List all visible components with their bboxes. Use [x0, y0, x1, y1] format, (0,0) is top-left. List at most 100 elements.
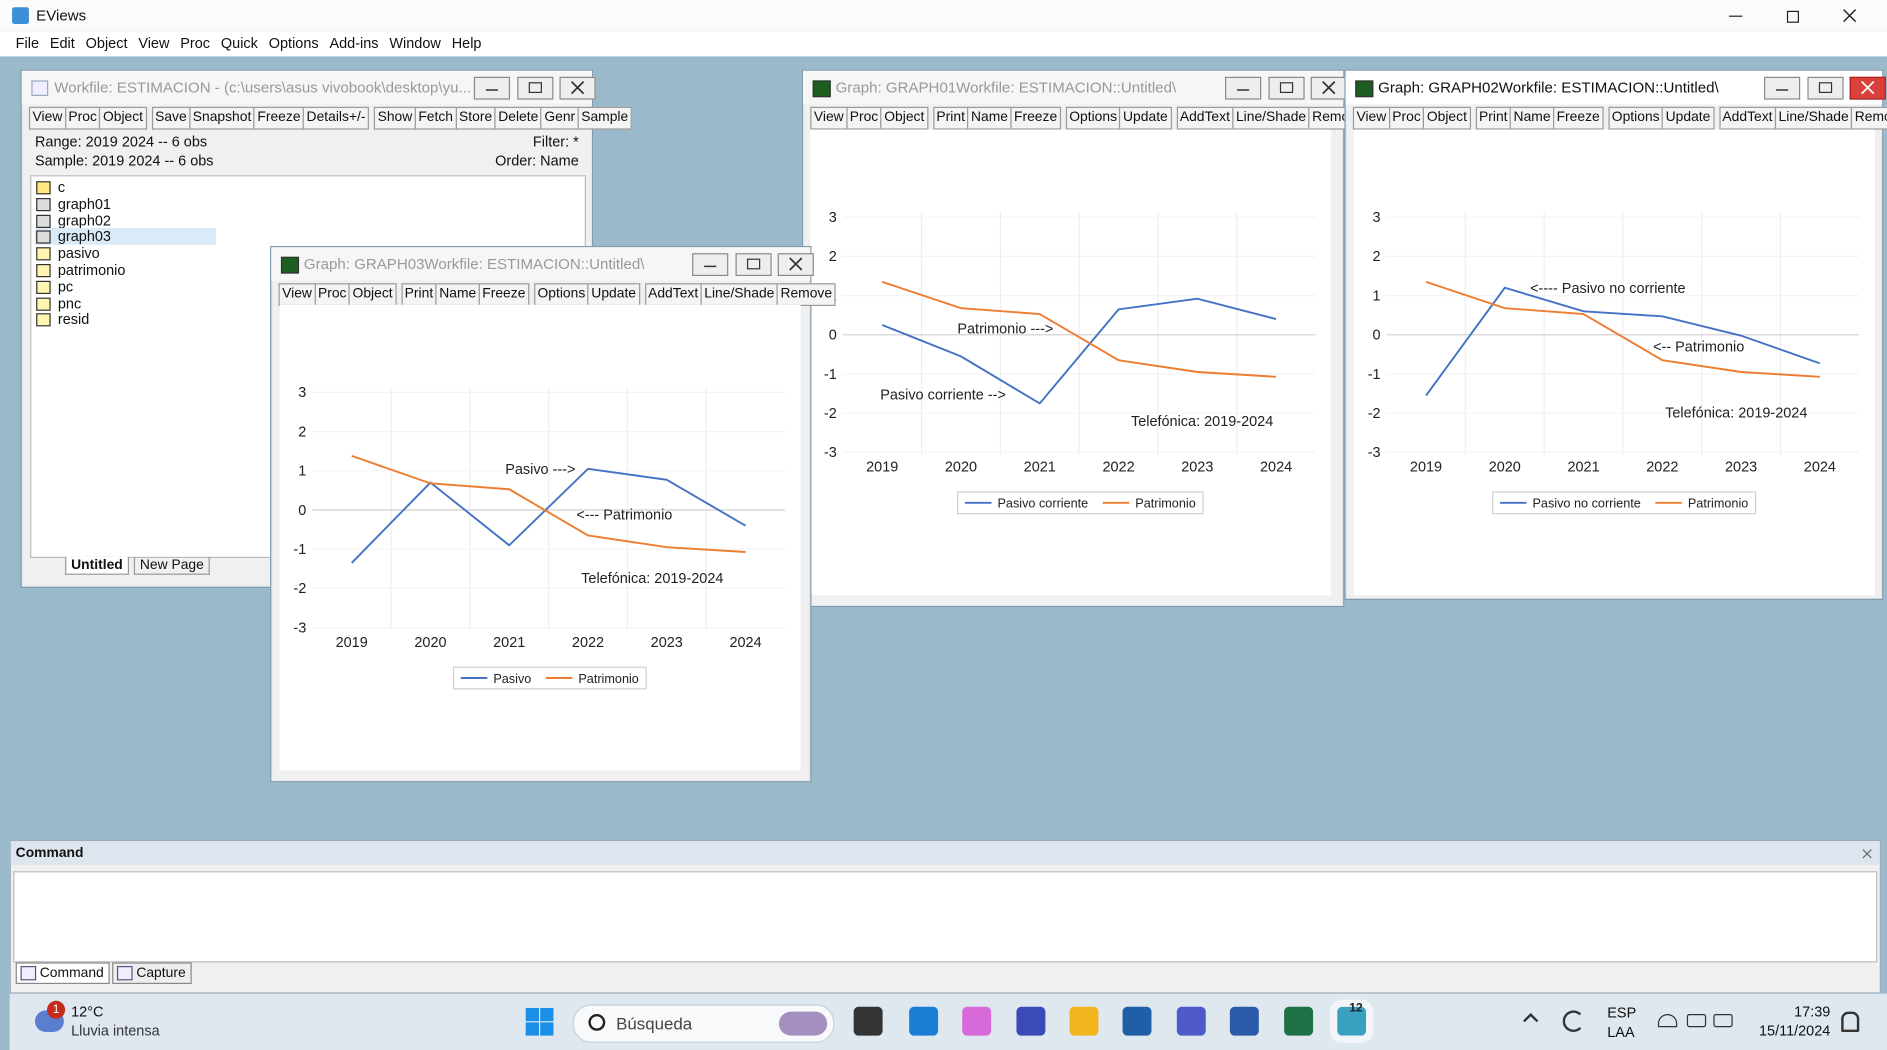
menu-item[interactable]: Help [451, 34, 482, 52]
toolbar-button[interactable]: Print [1475, 106, 1512, 130]
toolbar-button[interactable]: Options [1608, 106, 1664, 130]
toolbar-button[interactable]: Update [1662, 106, 1714, 130]
toolbar-button[interactable]: Line/Shade [700, 283, 779, 306]
page-tab[interactable]: New Page [133, 556, 210, 575]
page-tab[interactable]: Untitled [65, 556, 129, 575]
command-close[interactable] [1862, 848, 1873, 859]
toolbar-button[interactable]: Object [348, 283, 397, 306]
toolbar-button[interactable]: View [278, 283, 316, 306]
command-tab[interactable]: Command [15, 962, 110, 985]
toolbar-button[interactable]: Line/Shade [1774, 106, 1853, 130]
toolbar-button[interactable]: Freeze [1010, 106, 1061, 130]
close-button[interactable] [777, 253, 814, 276]
toolbar-button[interactable]: Name [1509, 106, 1555, 130]
max-button[interactable] [517, 76, 554, 100]
restore-button[interactable] [1786, 10, 1799, 23]
object-row[interactable]: resid [35, 311, 216, 328]
object-row[interactable]: graph03 [34, 228, 216, 246]
toolbar-button[interactable]: Proc [314, 283, 351, 306]
tray-volume[interactable] [1686, 1014, 1707, 1028]
toolbar-button[interactable]: Save [151, 106, 191, 130]
toolbar-button[interactable]: Freeze [253, 106, 305, 130]
notification-bell[interactable] [1841, 1011, 1860, 1032]
close-button[interactable] [1842, 8, 1857, 23]
toolbar-button[interactable]: Store [455, 106, 496, 130]
taskbar-app[interactable] [853, 1006, 883, 1036]
toolbar-button[interactable]: AddText [1718, 106, 1777, 130]
start-button[interactable] [525, 1008, 554, 1036]
toolbar-button[interactable]: Print [401, 283, 437, 306]
toolbar-button[interactable]: Name [435, 283, 480, 306]
menu-item[interactable]: Window [389, 34, 441, 52]
object-row[interactable]: pnc [35, 295, 216, 312]
toolbar-button[interactable]: Remove [1851, 106, 1887, 130]
object-row[interactable]: c [35, 179, 216, 196]
toolbar-button[interactable]: Genr [540, 106, 579, 130]
toolbar-button[interactable]: Sample [577, 106, 632, 130]
menu-item[interactable]: View [138, 34, 170, 52]
toolbar-button[interactable]: Remove [776, 283, 836, 306]
command-tab[interactable]: Capture [112, 962, 192, 985]
min-button[interactable] [473, 76, 511, 100]
toolbar-button[interactable]: Show [373, 106, 416, 130]
min-button[interactable] [1764, 76, 1801, 100]
taskbar-app[interactable] [962, 1006, 992, 1036]
menu-item[interactable]: Add-ins [329, 34, 379, 52]
toolbar-button[interactable]: AddText [644, 283, 702, 306]
toolbar-button[interactable]: Options [533, 283, 589, 306]
menu-item[interactable]: Edit [49, 34, 75, 52]
toolbar-button[interactable]: View [810, 106, 848, 130]
taskbar-app[interactable] [1016, 1006, 1046, 1036]
taskbar-app[interactable] [1229, 1006, 1259, 1036]
toolbar-button[interactable]: Object [99, 106, 147, 130]
toolbar-button[interactable]: Object [880, 106, 928, 130]
toolbar-button[interactable]: Details+/- [302, 106, 370, 130]
menu-item[interactable]: Object [85, 34, 128, 52]
toolbar-button[interactable]: Freeze [478, 283, 530, 306]
max-button[interactable] [1268, 76, 1305, 100]
min-button[interactable] [1225, 76, 1262, 100]
toolbar-button[interactable]: Proc [846, 106, 882, 130]
object-row[interactable]: pasivo [35, 245, 216, 262]
toolbar-button[interactable]: Snapshot [189, 106, 255, 130]
object-row[interactable]: graph01 [35, 195, 216, 212]
toolbar-button[interactable]: Line/Shade [1232, 106, 1310, 130]
toolbar-button[interactable]: Update [1119, 106, 1172, 130]
toolbar-button[interactable]: Freeze [1552, 106, 1604, 130]
object-row[interactable]: graph02 [35, 212, 216, 229]
taskbar-app[interactable] [1069, 1006, 1099, 1036]
minimize-button[interactable] [1729, 15, 1743, 17]
toolbar-button[interactable]: Name [967, 106, 1012, 130]
toolbar-button[interactable]: View [28, 106, 66, 130]
menu-item[interactable]: Options [268, 34, 319, 52]
max-button[interactable] [735, 253, 772, 276]
tray-wifi[interactable] [1657, 1014, 1678, 1028]
close-button[interactable] [1310, 76, 1347, 100]
taskbar-app[interactable] [1122, 1006, 1152, 1036]
toolbar-button[interactable]: Object [1423, 106, 1471, 130]
taskbar-app[interactable] [1284, 1006, 1314, 1036]
toolbar-button[interactable]: Proc [1388, 106, 1425, 130]
taskbar-app[interactable] [1176, 1006, 1206, 1036]
toolbar-button[interactable]: Update [587, 283, 640, 306]
toolbar-button[interactable]: Proc [64, 106, 101, 130]
min-button[interactable] [692, 253, 729, 276]
toolbar-button[interactable]: AddText [1176, 106, 1234, 130]
object-row[interactable]: pc [35, 278, 216, 295]
search-box[interactable]: Búsqueda [572, 1004, 835, 1043]
object-row[interactable]: patrimonio [35, 262, 216, 278]
menu-item[interactable]: Proc [180, 34, 211, 52]
tray-battery[interactable] [1713, 1014, 1733, 1028]
toolbar-button[interactable]: View [1352, 106, 1390, 130]
command-input[interactable] [13, 871, 1878, 963]
tray-sync[interactable] [1562, 1010, 1585, 1032]
menu-item[interactable]: File [15, 34, 39, 52]
taskbar-app[interactable] [1329, 999, 1374, 1043]
max-button[interactable] [1807, 76, 1844, 100]
toolbar-button[interactable]: Print [932, 106, 969, 130]
toolbar-button[interactable]: Fetch [414, 106, 457, 130]
close-button[interactable] [559, 76, 596, 100]
close-button[interactable] [1849, 76, 1886, 100]
taskbar-app[interactable] [909, 1006, 939, 1036]
toolbar-button[interactable]: Delete [494, 106, 542, 130]
